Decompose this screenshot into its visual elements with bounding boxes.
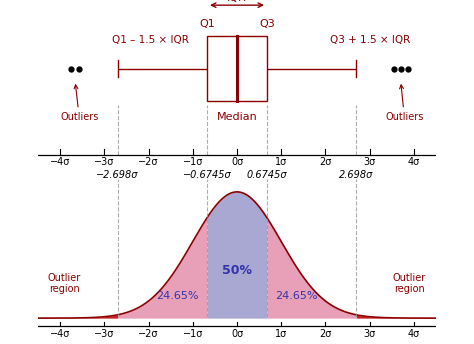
Text: −1σ: −1σ [182, 329, 203, 338]
Text: Median: Median [217, 112, 257, 122]
Text: −3σ: −3σ [94, 157, 114, 166]
Text: Outliers: Outliers [60, 85, 99, 122]
Text: 3σ: 3σ [364, 329, 376, 338]
Text: 3σ: 3σ [364, 157, 376, 166]
Text: 24.65%: 24.65% [275, 291, 318, 301]
Text: 2σ: 2σ [319, 329, 332, 338]
Text: 2σ: 2σ [319, 157, 332, 166]
Text: −2σ: −2σ [138, 157, 159, 166]
Text: −0.6745σ: −0.6745σ [183, 170, 231, 180]
Text: −3σ: −3σ [94, 329, 114, 338]
Text: 1σ: 1σ [275, 329, 287, 338]
Text: 0σ: 0σ [231, 329, 243, 338]
Text: Q3: Q3 [259, 19, 275, 29]
Text: 2.698σ: 2.698σ [339, 170, 374, 180]
Text: Outlier
region: Outlier region [393, 273, 426, 294]
Text: −1σ: −1σ [182, 157, 203, 166]
Text: −2σ: −2σ [138, 329, 159, 338]
Text: 0σ: 0σ [231, 157, 243, 166]
Text: Q1: Q1 [199, 19, 215, 29]
Text: Q1 – 1.5 × IQR: Q1 – 1.5 × IQR [112, 35, 189, 45]
Text: 4σ: 4σ [408, 157, 420, 166]
Text: 50%: 50% [222, 264, 252, 277]
Text: −4σ: −4σ [50, 329, 70, 338]
Text: Q3 + 1.5 × IQR: Q3 + 1.5 × IQR [329, 35, 410, 45]
Text: −2.698σ: −2.698σ [96, 170, 139, 180]
Bar [207, 36, 267, 101]
Text: 24.65%: 24.65% [156, 291, 199, 301]
Text: 1σ: 1σ [275, 157, 287, 166]
Text: −4σ: −4σ [50, 157, 70, 166]
Text: IQR: IQR [227, 0, 247, 3]
Text: 0.6745σ: 0.6745σ [246, 170, 287, 180]
Text: Outlier
region: Outlier region [48, 273, 81, 294]
Text: Outliers: Outliers [385, 85, 424, 122]
Text: 4σ: 4σ [408, 329, 420, 338]
